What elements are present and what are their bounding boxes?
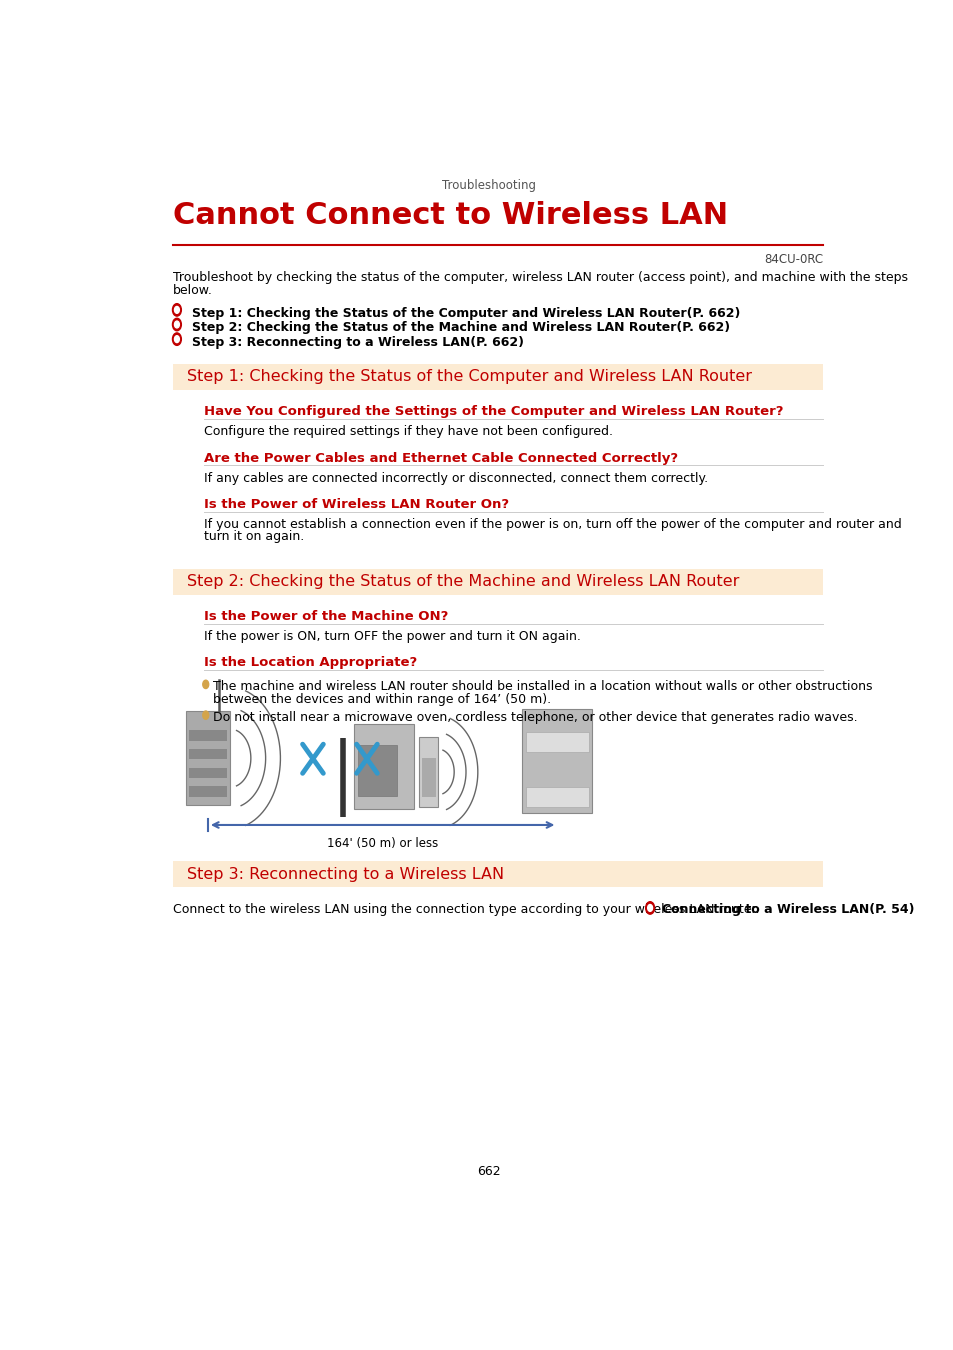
Text: Troubleshoot by checking the status of the computer, wireless LAN router (access: Troubleshoot by checking the status of t…	[173, 271, 907, 285]
FancyBboxPatch shape	[421, 757, 436, 796]
FancyBboxPatch shape	[173, 568, 822, 595]
Text: 662: 662	[476, 1165, 500, 1179]
Circle shape	[172, 304, 181, 316]
FancyBboxPatch shape	[521, 709, 592, 813]
FancyBboxPatch shape	[186, 711, 230, 805]
Text: If the power is ON, turn OFF the power and turn it ON again.: If the power is ON, turn OFF the power a…	[204, 630, 580, 643]
Text: Connecting to a Wireless LAN(P. 54): Connecting to a Wireless LAN(P. 54)	[661, 903, 914, 915]
FancyBboxPatch shape	[189, 749, 227, 759]
Text: Is the Power of Wireless LAN Router On?: Is the Power of Wireless LAN Router On?	[204, 498, 509, 510]
Text: Is the Location Appropriate?: Is the Location Appropriate?	[204, 656, 417, 670]
Text: Step 2: Checking the Status of the Machine and Wireless LAN Router: Step 2: Checking the Status of the Machi…	[187, 574, 739, 589]
Text: Step 3: Reconnecting to a Wireless LAN: Step 3: Reconnecting to a Wireless LAN	[187, 867, 503, 882]
Circle shape	[172, 319, 181, 331]
Circle shape	[174, 306, 179, 313]
Circle shape	[203, 680, 209, 688]
FancyBboxPatch shape	[173, 861, 822, 887]
Text: 84CU-0RC: 84CU-0RC	[763, 252, 822, 266]
Text: If any cables are connected incorrectly or disconnected, connect them correctly.: If any cables are connected incorrectly …	[204, 471, 708, 485]
Text: The machine and wireless LAN router should be installed in a location without wa: The machine and wireless LAN router shou…	[213, 680, 872, 693]
Text: Cannot Connect to Wireless LAN: Cannot Connect to Wireless LAN	[173, 201, 727, 230]
Circle shape	[645, 902, 654, 914]
Text: If you cannot establish a connection even if the power is on, turn off the power: If you cannot establish a connection eve…	[204, 518, 902, 531]
FancyBboxPatch shape	[173, 363, 822, 390]
Text: 164' (50 m) or less: 164' (50 m) or less	[327, 837, 437, 849]
Text: Step 2: Checking the Status of the Machine and Wireless LAN Router(P. 662): Step 2: Checking the Status of the Machi…	[192, 321, 729, 335]
Text: Have You Configured the Settings of the Computer and Wireless LAN Router?: Have You Configured the Settings of the …	[204, 405, 783, 418]
Circle shape	[647, 904, 652, 911]
FancyBboxPatch shape	[354, 724, 413, 809]
Text: Step 1: Checking the Status of the Computer and Wireless LAN Router(P. 662): Step 1: Checking the Status of the Compu…	[192, 306, 740, 320]
FancyBboxPatch shape	[525, 787, 588, 807]
Text: below.: below.	[173, 284, 213, 297]
Text: Troubleshooting: Troubleshooting	[441, 180, 536, 192]
Text: Are the Power Cables and Ethernet Cable Connected Correctly?: Are the Power Cables and Ethernet Cable …	[204, 451, 678, 464]
FancyBboxPatch shape	[189, 786, 227, 796]
FancyBboxPatch shape	[189, 768, 227, 778]
Text: Step 3: Reconnecting to a Wireless LAN(P. 662): Step 3: Reconnecting to a Wireless LAN(P…	[192, 336, 523, 350]
Circle shape	[174, 321, 179, 328]
Circle shape	[203, 711, 209, 720]
FancyBboxPatch shape	[189, 730, 227, 741]
Text: Is the Power of the Machine ON?: Is the Power of the Machine ON?	[204, 610, 448, 624]
Circle shape	[172, 333, 181, 346]
Text: turn it on again.: turn it on again.	[204, 531, 304, 543]
Text: Step 1: Checking the Status of the Computer and Wireless LAN Router: Step 1: Checking the Status of the Compu…	[187, 370, 751, 385]
Circle shape	[174, 336, 179, 343]
Text: Do not install near a microwave oven, cordless telephone, or other device that g: Do not install near a microwave oven, co…	[213, 711, 857, 724]
Text: Configure the required settings if they have not been configured.: Configure the required settings if they …	[204, 425, 613, 439]
FancyBboxPatch shape	[525, 732, 588, 752]
Text: Connect to the wireless LAN using the connection type according to your wireless: Connect to the wireless LAN using the co…	[173, 903, 763, 915]
FancyBboxPatch shape	[419, 737, 437, 807]
FancyBboxPatch shape	[357, 745, 396, 796]
Text: between the devices and within range of 164’ (50 m).: between the devices and within range of …	[213, 693, 551, 706]
